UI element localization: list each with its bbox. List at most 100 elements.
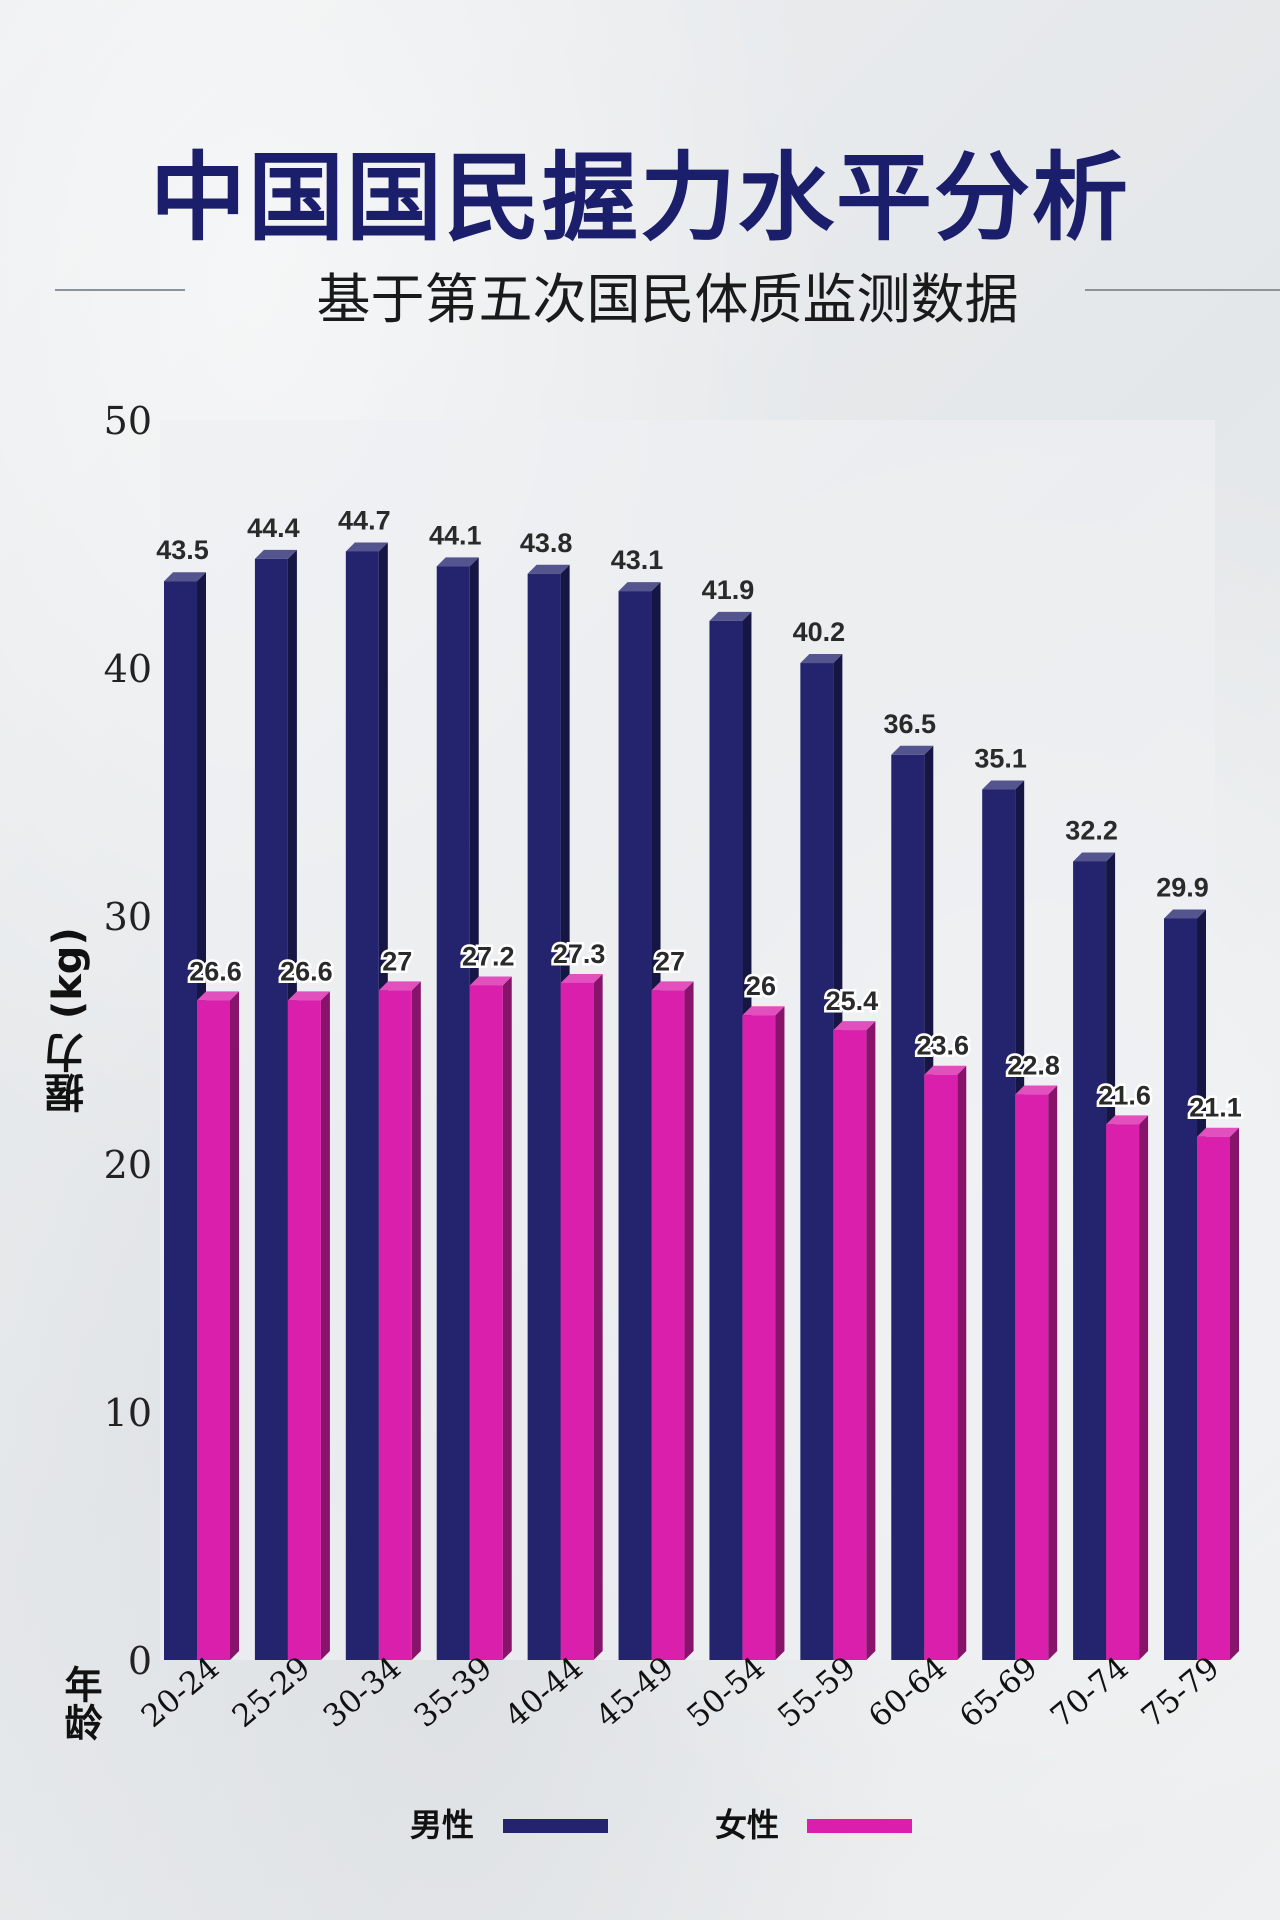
x-tick-label: 40-44 <box>498 1650 590 1735</box>
bar-male-top <box>618 582 661 592</box>
value-label-female: 27 <box>382 946 412 976</box>
bar-female <box>742 1015 776 1660</box>
bar-female <box>1197 1136 1230 1660</box>
bar-female-top <box>833 1021 876 1031</box>
bar-male <box>891 754 925 1660</box>
value-label-female: 25.4 <box>826 986 879 1016</box>
y-tick-label: 20 <box>104 1143 152 1187</box>
x-tick-label: 70-74 <box>1044 1650 1136 1735</box>
bar-female-top <box>469 976 512 986</box>
y-tick-label: 10 <box>104 1391 152 1435</box>
bar-female-top <box>1197 1127 1239 1137</box>
bar-female <box>1106 1124 1140 1660</box>
x-tick-label: 25-29 <box>226 1650 318 1735</box>
chart-subtitle: 基于第五次国民体质监测数据 <box>316 268 1019 331</box>
value-label-female: 27.2 <box>462 941 515 971</box>
value-label-female: 23.6 <box>916 1031 969 1061</box>
bar-female-side <box>502 976 512 1660</box>
bar-female <box>833 1030 867 1660</box>
x-tick-label: 55-59 <box>771 1650 863 1735</box>
value-label-male: 41.9 <box>702 575 755 605</box>
value-label-female: 27.3 <box>553 939 606 969</box>
subtitle-line-right <box>1085 289 1280 291</box>
bar-female <box>651 990 685 1660</box>
subtitle-row: 基于第五次国民体质监测数据 <box>55 255 1280 331</box>
x-tick-label: 30-34 <box>317 1650 409 1735</box>
bar-male <box>709 620 743 1660</box>
value-label-male: 29.9 <box>1156 872 1209 902</box>
bar-female-side <box>1048 1085 1058 1660</box>
value-label-female: 22.8 <box>1007 1051 1060 1081</box>
value-label-male: 32.2 <box>1065 815 1118 845</box>
y-tick-label: 0 <box>128 1639 152 1683</box>
bar-female-top <box>1106 1115 1149 1125</box>
value-label-female: 27 <box>655 946 685 976</box>
value-label-female: 26.6 <box>280 956 333 986</box>
bar-female-side <box>866 1021 876 1660</box>
bar-female <box>924 1074 958 1660</box>
legend: 男性 女性 <box>0 1800 1280 1850</box>
legend-label-male: 男性 <box>410 1806 475 1844</box>
bar-male-top <box>1073 852 1116 862</box>
x-tick-label: 45-49 <box>589 1650 681 1735</box>
x-axis-label: 年龄 <box>58 1665 102 1741</box>
bar-male-top <box>164 572 206 582</box>
bar-male <box>527 573 561 1660</box>
bar-female-top <box>742 1006 785 1016</box>
bar-female-top <box>197 991 239 1001</box>
bar-male <box>982 789 1016 1660</box>
bar-male <box>164 581 197 1661</box>
value-label-male: 35.1 <box>974 744 1027 774</box>
bar-female-side <box>684 981 694 1660</box>
subtitle-line-left <box>55 289 185 291</box>
value-label-female: 21.6 <box>1098 1080 1151 1110</box>
value-label-female: 26 <box>746 971 776 1001</box>
bar-male-top <box>345 542 388 552</box>
bar-male <box>254 558 288 1660</box>
x-tick-label: 60-64 <box>862 1650 954 1735</box>
y-tick-label: 40 <box>104 647 152 691</box>
legend-swatch-male <box>503 1819 608 1833</box>
bar-male-top <box>982 780 1025 790</box>
bar-male-top <box>436 557 479 567</box>
value-label-male: 36.5 <box>883 709 936 739</box>
bar-male-top <box>800 654 843 664</box>
bar-male-top <box>1164 909 1206 919</box>
x-tick-label: 35-39 <box>407 1650 499 1735</box>
bar-female <box>560 982 594 1660</box>
value-label-male: 40.2 <box>793 617 846 647</box>
legend-swatch-female <box>807 1819 912 1833</box>
y-tick-label: 50 <box>104 399 152 443</box>
value-label-female: 21.1 <box>1189 1093 1242 1123</box>
x-tick-label: 50-54 <box>680 1650 772 1735</box>
bar-male-top <box>527 564 570 574</box>
bar-male <box>1073 861 1107 1660</box>
bar-male-top <box>891 745 934 755</box>
bar-male <box>800 663 834 1660</box>
bar-female-side <box>411 981 421 1660</box>
bar-female <box>197 1000 230 1660</box>
bar-female-side <box>1139 1115 1149 1660</box>
bar-female-side <box>775 1006 785 1660</box>
bar-female-side <box>230 991 239 1660</box>
bar-female-top <box>924 1065 967 1075</box>
bar-female <box>1015 1094 1049 1660</box>
bar-female-side <box>320 991 330 1660</box>
bar-female <box>378 990 412 1660</box>
value-label-male: 44.4 <box>247 513 300 543</box>
bar-female-top <box>1015 1085 1058 1095</box>
x-tick-label: 65-69 <box>953 1650 1045 1735</box>
bar-female <box>287 1000 321 1660</box>
bar-female-top <box>651 981 694 991</box>
value-label-male: 44.7 <box>338 505 391 535</box>
bar-male-top <box>709 611 752 621</box>
bar-male <box>1164 918 1197 1660</box>
bar-female-side <box>1230 1127 1239 1660</box>
value-label-male: 43.8 <box>520 528 573 558</box>
bar-female-side <box>957 1065 967 1660</box>
value-label-male: 43.5 <box>156 535 209 565</box>
bar-female-top <box>560 973 603 983</box>
bar-male <box>618 591 652 1660</box>
bar-female-side <box>593 973 603 1660</box>
